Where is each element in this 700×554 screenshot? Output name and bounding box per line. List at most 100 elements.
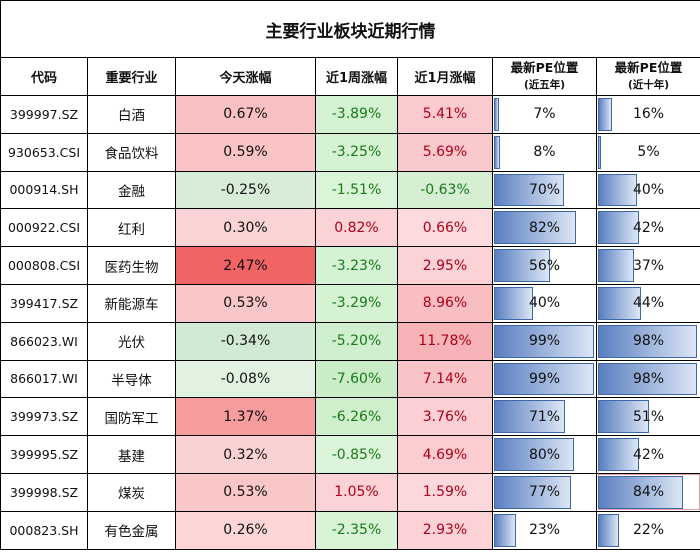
cell-week: -5.20% [315, 321, 398, 361]
pe5-bar [494, 249, 550, 282]
cell-industry: 食品饮料 [87, 132, 176, 172]
pe5-value: 80% [528, 446, 561, 463]
pe10-bar [598, 249, 635, 282]
pe10-bar [598, 286, 642, 320]
cell-pe10: 44% [595, 283, 700, 323]
cell-pe5: 40% [492, 283, 597, 323]
pe10-value: 98% [632, 333, 665, 350]
cell-week: 0.82% [315, 208, 398, 248]
pe10-bar [598, 98, 613, 131]
cell-industry: 白酒 [87, 95, 176, 134]
cell-pe10: 16% [595, 95, 700, 134]
cell-pe10: 98% [595, 359, 700, 399]
pe10-value: 42% [632, 446, 665, 463]
pe5-value: 82% [528, 219, 561, 236]
header-pe10: 最新PE位置 (近十年) [595, 57, 700, 96]
table-row: 866023.WI 光伏 -0.34% -5.20% 11.78% 99% 98% [0, 321, 700, 361]
cell-month: 3.76% [397, 397, 493, 437]
cell-pe5: 99% [492, 359, 597, 399]
cell-today: 0.32% [175, 435, 316, 474]
cell-code: 399417.SZ [0, 283, 88, 323]
table-row: 399417.SZ 新能源车 0.53% -3.29% 8.96% 40% 44% [0, 283, 700, 323]
pe5-value: 7% [533, 106, 556, 123]
table-row: 000808.CSI 医药生物 2.47% -3.23% 2.95% 56% 37% [0, 246, 700, 285]
cell-pe10: 42% [595, 435, 700, 474]
cell-month: 7.14% [397, 359, 493, 399]
cell-week: -1.51% [315, 170, 398, 210]
cell-month: 5.41% [397, 95, 493, 134]
cell-today: 1.37% [175, 397, 316, 437]
pe5-value: 70% [528, 181, 561, 198]
cell-code: 000823.SH [0, 510, 88, 550]
cell-pe10: 22% [595, 510, 700, 550]
cell-today: 0.26% [175, 510, 316, 550]
header-month: 近1月涨幅 [397, 57, 493, 96]
cell-today: 0.53% [175, 283, 316, 323]
cell-week: -0.85% [315, 435, 398, 474]
cell-today: -0.25% [175, 170, 316, 210]
header-week: 近1周涨幅 [315, 57, 398, 96]
cell-month: -0.63% [397, 170, 493, 210]
cell-month: 1.59% [397, 472, 493, 512]
cell-pe10: 84% [595, 472, 700, 512]
pe10-bar [598, 438, 640, 471]
pe10-bar [598, 475, 683, 509]
cell-today: -0.34% [175, 321, 316, 361]
pe5-value: 71% [528, 408, 561, 425]
table-row: 399995.SZ 基建 0.32% -0.85% 4.69% 80% 42% [0, 435, 700, 474]
cell-pe5: 8% [492, 132, 597, 172]
header-pe10-sub: (近十年) [627, 79, 670, 91]
cell-month: 2.95% [397, 246, 493, 285]
cell-pe10: 98% [595, 321, 700, 361]
cell-month: 8.96% [397, 283, 493, 323]
table-row: 399997.SZ 白酒 0.67% -3.89% 5.41% 7% 16% [0, 95, 700, 134]
pe10-value: 40% [632, 181, 665, 198]
table-row: 866017.WI 半导体 -0.08% -7.60% 7.14% 99% 98% [0, 359, 700, 399]
pe10-value: 16% [632, 106, 665, 123]
cell-week: -2.35% [315, 510, 398, 550]
cell-pe5: 82% [492, 208, 597, 248]
cell-code: 866023.WI [0, 321, 88, 361]
table-row: 930653.CSI 食品饮料 0.59% -3.25% 5.69% 8% 5% [0, 132, 700, 172]
table-row: 000922.CSI 红利 0.30% 0.82% 0.66% 82% 42% [0, 208, 700, 248]
pe5-bar [494, 135, 501, 169]
cell-week: -3.23% [315, 246, 398, 285]
cell-code: 399997.SZ [0, 95, 88, 134]
header-today: 今天涨幅 [175, 57, 316, 96]
pe5-value: 56% [528, 257, 561, 274]
pe5-bar [494, 400, 566, 434]
table-row: 399973.SZ 国防军工 1.37% -6.26% 3.76% 71% 51% [0, 397, 700, 437]
cell-pe5: 70% [492, 170, 597, 210]
pe10-value: 22% [632, 522, 665, 539]
cell-industry: 有色金属 [87, 510, 176, 550]
cell-industry: 红利 [87, 208, 176, 248]
header-industry: 重要行业 [87, 57, 176, 96]
cell-week: 1.05% [315, 472, 398, 512]
pe10-value: 51% [632, 408, 665, 425]
cell-code: 399995.SZ [0, 435, 88, 474]
cell-industry: 金融 [87, 170, 176, 210]
table-row: 000914.SH 金融 -0.25% -1.51% -0.63% 70% 40% [0, 170, 700, 210]
cell-today: 0.53% [175, 472, 316, 512]
cell-code: 930653.CSI [0, 132, 88, 172]
cell-pe5: 71% [492, 397, 597, 437]
cell-pe5: 80% [492, 435, 597, 474]
cell-pe10: 5% [595, 132, 700, 172]
table-title: 主要行业板块近期行情 [0, 0, 700, 58]
pe5-bar [494, 286, 534, 320]
cell-month: 2.93% [397, 510, 493, 550]
pe10-value: 98% [632, 370, 665, 387]
cell-today: 2.47% [175, 246, 316, 285]
cell-week: -7.60% [315, 359, 398, 399]
pe5-bar [494, 324, 594, 358]
cell-industry: 新能源车 [87, 283, 176, 323]
pe10-value: 5% [637, 144, 660, 161]
cell-month: 11.78% [397, 321, 493, 361]
pe5-bar [494, 362, 594, 396]
cell-pe5: 99% [492, 321, 597, 361]
pe10-value: 44% [632, 295, 665, 312]
cell-code: 000808.CSI [0, 246, 88, 285]
header-row: 代码 重要行业 今天涨幅 近1周涨幅 近1月涨幅 最新PE位置 (近五年) 最新… [0, 57, 700, 96]
pe5-bar [494, 173, 565, 207]
